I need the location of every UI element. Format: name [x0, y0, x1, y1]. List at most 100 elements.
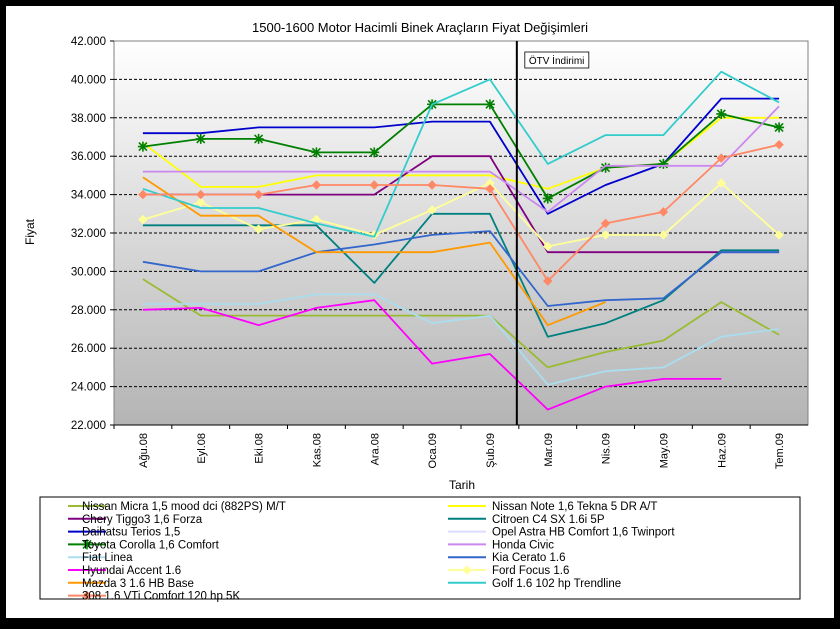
data-point-star — [253, 133, 264, 144]
y-axis-ticks: 22.000 24.000 26.000 28.000 30.000 32.000 34.0… — [71, 36, 114, 432]
legend-item: Mazda 3 1.6 HB Base — [68, 578, 194, 590]
legend-item: Nissan Note 1,6 Tekna 5 DR A/T — [448, 501, 657, 513]
data-point-star — [195, 133, 206, 144]
x-tick-label: Nis.09 — [601, 433, 613, 464]
legend-box — [39, 496, 801, 600]
legend-label: Opel Astra HB Comfort 1,6 Twinport — [492, 527, 675, 539]
series-lines — [137, 70, 785, 411]
y-tick-label: 40.000 — [71, 74, 106, 86]
data-point-star — [600, 162, 611, 173]
data-point-diamond — [774, 230, 784, 240]
data-point-diamond — [427, 205, 437, 215]
series-line — [142, 182, 780, 248]
data-point-star — [542, 193, 553, 204]
data-point-diamond — [774, 139, 784, 150]
y-tick-label: 22.000 — [71, 420, 106, 432]
series-7 — [137, 99, 785, 204]
data-point-diamond — [253, 224, 264, 234]
series-line — [142, 105, 780, 213]
series-line — [142, 176, 606, 327]
series-12 — [138, 178, 784, 252]
y-tick-label: 34.000 — [71, 190, 106, 202]
data-point-star — [716, 108, 727, 119]
legend-label: Kia Cerato 1.6 — [492, 552, 566, 564]
x-tick-label: Mar.09 — [543, 433, 555, 467]
x-tick-label: Eyl.08 — [196, 433, 208, 464]
legend-label: Nissan Micra 1,5 mood dci (882PS) M/T — [82, 501, 286, 513]
legend-label: Citroen C4 SX 1.6i 5P — [492, 514, 605, 526]
x-tick-label: Eki.08 — [254, 433, 266, 464]
series-10 — [142, 230, 780, 307]
data-point-diamond — [543, 241, 553, 252]
data-point-star — [369, 147, 380, 158]
data-point-diamond — [543, 276, 553, 286]
annotation-box — [524, 51, 590, 69]
legend-item: Honda Civic — [448, 539, 554, 551]
y-tick-label: 32.000 — [71, 228, 106, 240]
legend-item: Kia Cerato 1.6 — [448, 552, 566, 564]
legend-label: Nissan Note 1,6 Tekna 5 DR A/T — [492, 501, 657, 513]
data-point-star — [774, 122, 785, 133]
series-line — [142, 70, 780, 238]
data-point-diamond — [658, 207, 669, 217]
data-point-diamond — [716, 153, 726, 163]
data-point-diamond — [138, 214, 148, 225]
data-point-diamond — [196, 197, 206, 207]
chart-title: 1500-1600 Motor Hacimli Binek Araçların … — [252, 20, 588, 35]
legend-item: Opel Astra HB Comfort 1,6 Twinport — [448, 527, 675, 539]
legend-label: Daihatsu Terios 1,5 — [82, 527, 180, 539]
otv-annotation: ÖTV İndirimi — [515, 41, 590, 425]
x-tick-label: Ara.08 — [369, 433, 381, 465]
legend-label: Fiat Linea — [82, 552, 133, 564]
series-line — [142, 299, 722, 411]
series-14 — [142, 70, 780, 238]
data-point-diamond — [600, 230, 611, 240]
data-point-diamond — [253, 189, 264, 200]
data-point-star — [137, 141, 148, 152]
y-tick-label: 26.000 — [71, 343, 106, 355]
legend-item: Toyota Corolla 1,6 Comfort — [68, 539, 220, 551]
legend-item: Daihatsu Terios 1,5 — [68, 527, 180, 539]
y-tick-label: 30.000 — [71, 266, 106, 278]
data-point-diamond — [462, 565, 472, 575]
data-point-diamond — [716, 178, 726, 188]
series-1 — [142, 278, 780, 369]
series-8 — [142, 105, 780, 213]
data-point-diamond — [427, 180, 437, 190]
series-line — [142, 293, 780, 386]
x-axis-label: Tarih — [449, 478, 475, 492]
x-tick-label: Oca.09 — [427, 433, 439, 468]
x-tick-label: Haz.09 — [716, 433, 728, 468]
legend-item: Golf 1.6 102 hp Trendline — [448, 578, 621, 590]
x-tick-label: Ağu.08 — [138, 433, 150, 468]
legend-label: Toyota Corolla 1,6 Comfort — [82, 539, 220, 551]
series-line — [142, 278, 780, 369]
legend-label: 308 1.6 VTi Comfort 120 hp 5K — [82, 591, 240, 603]
legend: Nissan Micra 1,5 mood dci (882PS) M/T Nis… — [39, 496, 801, 603]
legend-label: Mazda 3 1.6 HB Base — [82, 578, 194, 590]
data-point-diamond — [82, 590, 92, 601]
legend-item: Nissan Micra 1,5 mood dci (882PS) M/T — [68, 501, 286, 513]
legend-label: Hyundai Accent 1.6 — [82, 565, 181, 577]
data-point-diamond — [311, 180, 322, 190]
series-line — [142, 97, 780, 215]
y-axis-label: Fiyat — [23, 218, 37, 245]
data-point-star — [484, 99, 495, 110]
legend-item: Hyundai Accent 1.6 — [68, 565, 181, 577]
legend-label: Chery Tiggo3 1,6 Forza — [82, 514, 203, 526]
legend-label: Honda Civic — [492, 539, 554, 551]
legend-item: Chery Tiggo3 1,6 Forza — [68, 514, 203, 526]
data-point-diamond — [138, 189, 148, 200]
series-11 — [142, 299, 722, 411]
legend-item: Fiat Linea — [68, 552, 133, 564]
data-point-diamond — [600, 218, 611, 229]
series-line — [142, 103, 780, 200]
y-tick-label: 42.000 — [71, 36, 106, 48]
series-line — [142, 230, 780, 307]
data-point-diamond — [196, 189, 206, 200]
y-tick-label: 36.000 — [71, 151, 106, 163]
legend-label: Ford Focus 1.6 — [492, 565, 569, 577]
data-point-diamond — [658, 230, 669, 240]
